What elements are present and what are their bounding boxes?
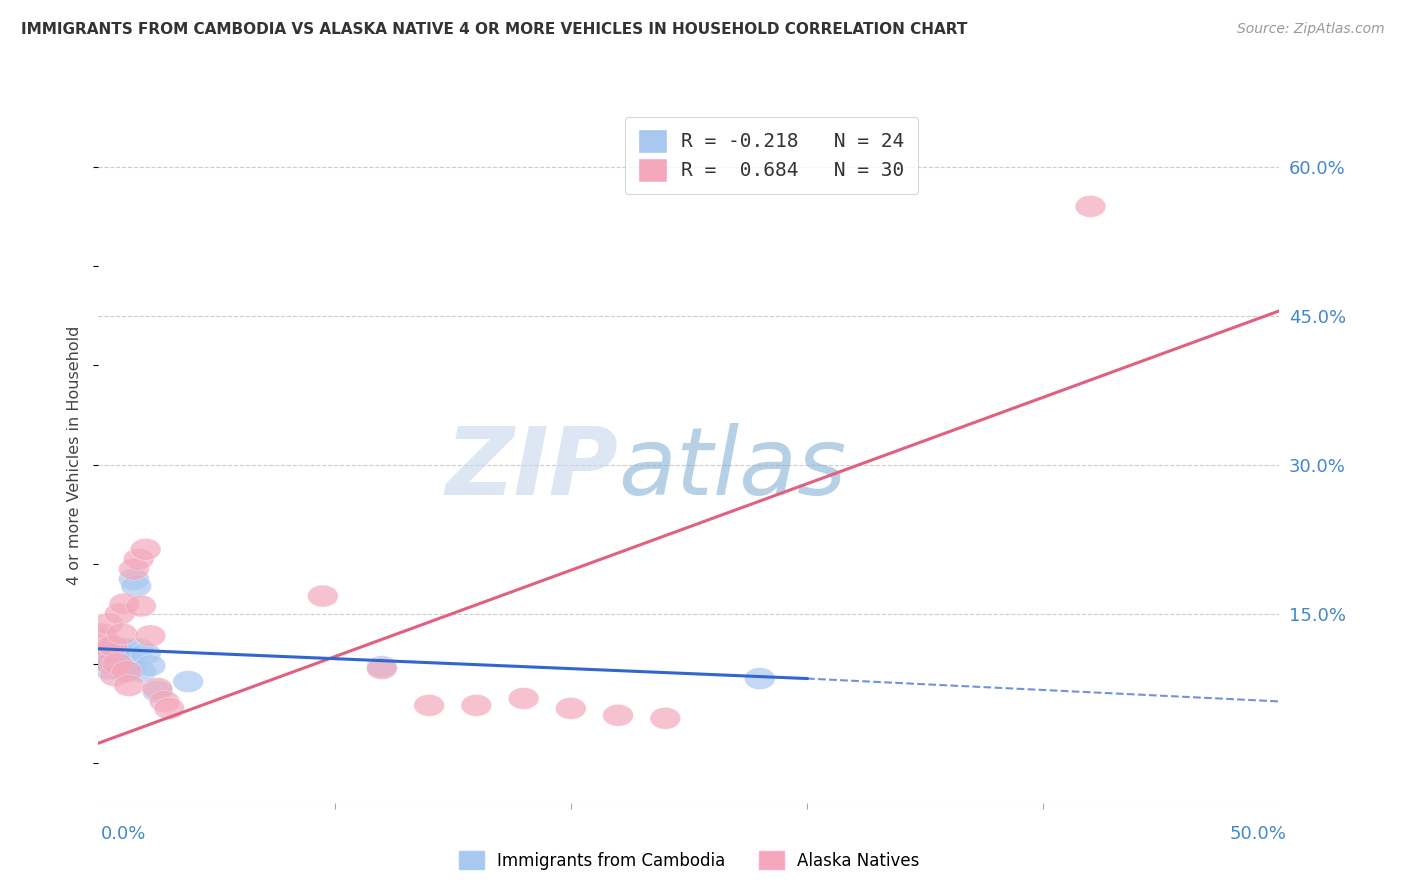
Ellipse shape: [97, 635, 128, 657]
Ellipse shape: [100, 665, 131, 687]
Y-axis label: 4 or more Vehicles in Household: 4 or more Vehicles in Household: [67, 326, 83, 584]
Text: Source: ZipAtlas.com: Source: ZipAtlas.com: [1237, 22, 1385, 37]
Legend: Immigrants from Cambodia, Alaska Natives: Immigrants from Cambodia, Alaska Natives: [450, 843, 928, 878]
Text: 0.0%: 0.0%: [101, 825, 146, 843]
Text: ZIP: ZIP: [446, 423, 619, 515]
Ellipse shape: [744, 667, 775, 690]
Ellipse shape: [97, 648, 128, 670]
Ellipse shape: [124, 638, 153, 660]
Ellipse shape: [114, 674, 145, 697]
Ellipse shape: [367, 656, 398, 678]
Ellipse shape: [308, 585, 339, 607]
Ellipse shape: [124, 549, 153, 570]
Ellipse shape: [103, 646, 132, 667]
Ellipse shape: [135, 625, 166, 647]
Ellipse shape: [142, 681, 173, 702]
Ellipse shape: [100, 655, 131, 676]
Ellipse shape: [650, 707, 681, 730]
Ellipse shape: [107, 623, 138, 645]
Ellipse shape: [131, 643, 162, 665]
Ellipse shape: [107, 660, 138, 681]
Ellipse shape: [125, 661, 156, 682]
Ellipse shape: [118, 568, 149, 591]
Ellipse shape: [87, 628, 118, 649]
Ellipse shape: [118, 558, 149, 580]
Ellipse shape: [117, 657, 146, 680]
Ellipse shape: [93, 657, 124, 680]
Ellipse shape: [86, 623, 117, 645]
Ellipse shape: [603, 705, 634, 726]
Ellipse shape: [110, 638, 139, 660]
Ellipse shape: [149, 690, 180, 713]
Ellipse shape: [87, 645, 118, 666]
Ellipse shape: [111, 645, 142, 666]
Ellipse shape: [173, 671, 204, 692]
Ellipse shape: [461, 695, 492, 716]
Ellipse shape: [121, 575, 152, 597]
Ellipse shape: [93, 613, 124, 635]
Ellipse shape: [90, 638, 121, 660]
Ellipse shape: [131, 539, 162, 560]
Ellipse shape: [94, 640, 125, 663]
Ellipse shape: [555, 698, 586, 719]
Ellipse shape: [508, 688, 538, 709]
Ellipse shape: [1076, 195, 1107, 218]
Ellipse shape: [104, 653, 135, 674]
Ellipse shape: [104, 603, 135, 625]
Text: atlas: atlas: [619, 424, 846, 515]
Ellipse shape: [125, 595, 156, 617]
Ellipse shape: [94, 653, 125, 674]
Ellipse shape: [111, 661, 142, 682]
Ellipse shape: [110, 593, 139, 615]
Ellipse shape: [90, 651, 121, 673]
Ellipse shape: [153, 698, 184, 719]
Ellipse shape: [142, 678, 173, 699]
Text: 50.0%: 50.0%: [1230, 825, 1286, 843]
Ellipse shape: [135, 655, 166, 676]
Ellipse shape: [103, 653, 132, 674]
Ellipse shape: [114, 651, 145, 673]
Ellipse shape: [413, 695, 444, 716]
Text: IMMIGRANTS FROM CAMBODIA VS ALASKA NATIVE 4 OR MORE VEHICLES IN HOUSEHOLD CORREL: IMMIGRANTS FROM CAMBODIA VS ALASKA NATIV…: [21, 22, 967, 37]
Ellipse shape: [86, 643, 117, 665]
Ellipse shape: [367, 657, 398, 680]
